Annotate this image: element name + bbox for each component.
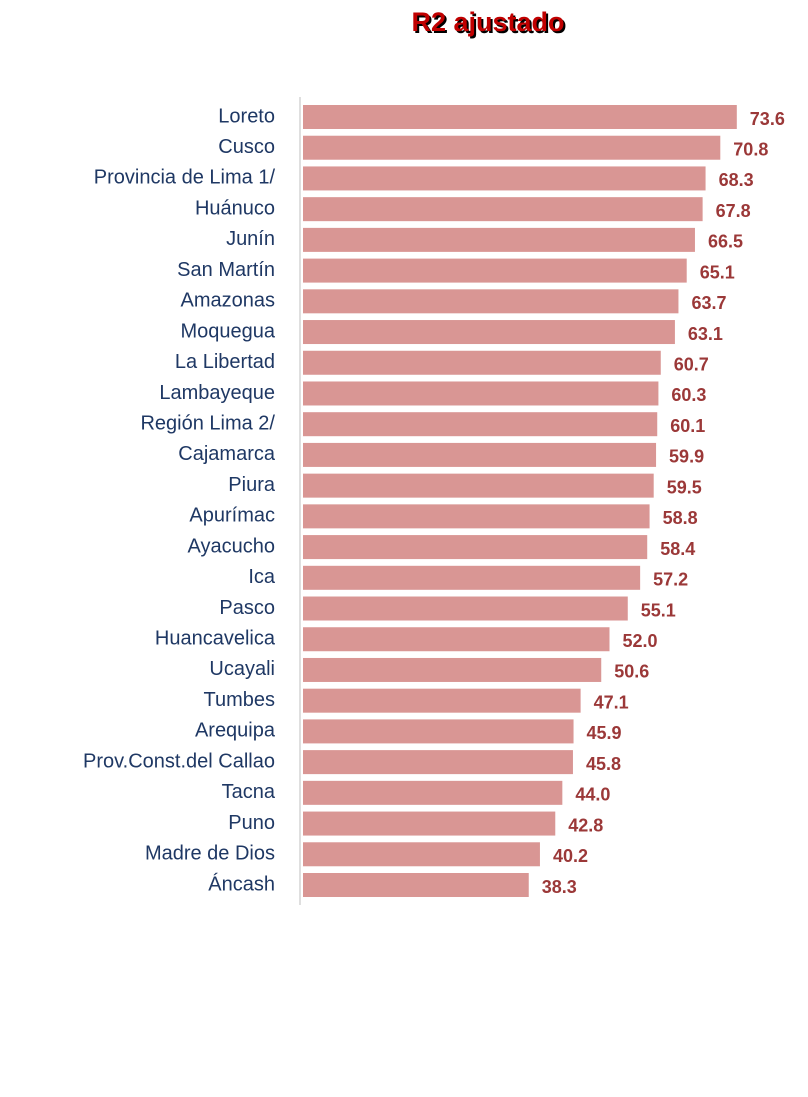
value-label: 59.5 [667, 477, 702, 497]
value-label: 67.8 [716, 201, 751, 221]
category-label: Cusco [218, 136, 275, 158]
category-label: Ica [248, 566, 276, 588]
value-label: 65.1 [700, 262, 735, 282]
value-label: 42.8 [568, 815, 603, 835]
category-label: Cajamarca [178, 443, 276, 465]
category-label: Huánuco [195, 197, 275, 219]
bar [303, 565, 641, 590]
bar [303, 473, 654, 498]
bar [303, 227, 695, 252]
category-label: Tacna [222, 781, 276, 803]
bar [303, 258, 687, 283]
bar [303, 596, 628, 621]
value-label: 58.4 [660, 539, 695, 559]
bar [303, 105, 737, 129]
category-label: Huancavelica [155, 628, 276, 650]
bar [303, 166, 706, 191]
value-label: 38.3 [542, 877, 577, 897]
category-label: Apurímac [189, 505, 275, 527]
category-label: Región Lima 2/ [140, 412, 275, 434]
category-label: Tumbes [203, 689, 275, 711]
bar [303, 719, 574, 744]
value-label: 52.0 [622, 631, 657, 651]
value-label: 45.8 [586, 754, 621, 774]
value-label: 68.3 [719, 170, 754, 190]
bar [303, 197, 703, 222]
bar [303, 289, 679, 314]
bar [303, 688, 581, 713]
value-label: 44.0 [575, 785, 610, 805]
value-label: 59.9 [669, 447, 704, 467]
category-label: Junín [226, 228, 275, 250]
value-label: 40.2 [553, 846, 588, 866]
category-label: Ucayali [209, 658, 275, 680]
category-label: Ayacucho [188, 535, 275, 557]
bar [303, 350, 661, 375]
value-label: 63.7 [691, 293, 726, 313]
category-label: Lambayeque [159, 382, 275, 404]
bar [303, 535, 648, 560]
bar [303, 873, 529, 897]
bar [303, 811, 556, 836]
value-label: 60.1 [670, 416, 705, 436]
category-label: Pasco [219, 597, 275, 619]
bar [303, 780, 563, 805]
category-label: Arequipa [195, 720, 276, 742]
value-label: 50.6 [614, 662, 649, 682]
bar [303, 657, 602, 682]
category-label: Piura [228, 474, 276, 496]
value-label: 57.2 [653, 570, 688, 590]
bar [303, 842, 540, 867]
value-label: 58.8 [663, 508, 698, 528]
chart-title: R2 ajustado [411, 7, 564, 37]
category-label: Amazonas [181, 290, 276, 312]
category-label: San Martín [177, 259, 275, 281]
value-label: 70.8 [733, 139, 768, 159]
bar [303, 381, 659, 406]
category-label: Prov.Const.del Callao [83, 750, 275, 772]
bar [303, 504, 650, 529]
bar [303, 627, 610, 652]
category-label: Madre de Dios [145, 843, 275, 865]
category-label: Áncash [208, 872, 275, 895]
value-label: 66.5 [708, 232, 743, 252]
value-label: 60.3 [671, 385, 706, 405]
value-label: 45.9 [587, 723, 622, 743]
bar [303, 412, 658, 437]
category-label: La Libertad [175, 351, 275, 373]
value-label: 55.1 [641, 600, 676, 620]
bar [303, 135, 721, 160]
value-label: 47.1 [594, 692, 629, 712]
value-label: 60.7 [674, 355, 709, 375]
category-label: Provincia de Lima 1/ [94, 167, 276, 189]
bar [303, 442, 657, 467]
value-label: 73.6 [750, 109, 785, 129]
category-label: Puno [228, 812, 275, 834]
category-label: Moquegua [180, 320, 275, 342]
value-label: 63.1 [688, 324, 723, 344]
bar [303, 750, 573, 775]
category-label: Loreto [218, 105, 275, 127]
bar [303, 320, 675, 345]
